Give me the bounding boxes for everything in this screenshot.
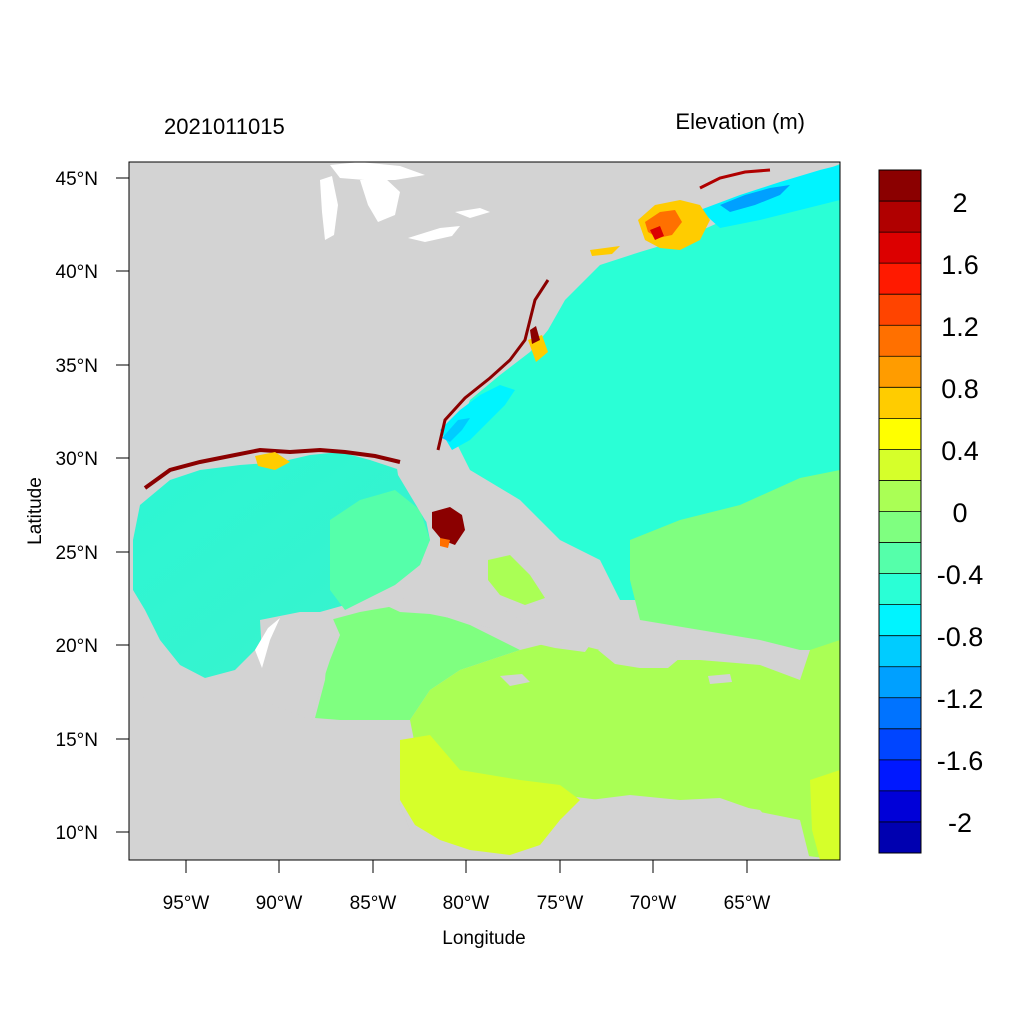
colorbar-label: 1.2 [941,312,979,342]
caribbean-southeast [810,770,840,860]
variable-label: Elevation (m) [675,109,805,134]
lake-ontario [455,208,490,218]
colorbar-label: 0.8 [941,374,979,404]
colorbar: 2 1.6 1.2 0.8 0.4 0 -0.4 -0.8 -1.2 -1.6 … [878,169,984,854]
x-tick-label: 95°W [163,893,210,914]
colorbar-label: -0.8 [937,622,984,652]
y-tick-label: 30°N [56,449,98,470]
gulf-of-maine-surge-low-deep [720,185,790,212]
colorbar-swatch [879,728,921,761]
x-tick-label: 65°W [724,893,771,914]
y-tick-label: 10°N [56,823,98,844]
shelf-current-southeast [440,385,515,450]
y-axis: 45°N 40°N 35°N 30°N 25°N 20°N 15°N 10°N [56,169,129,844]
x-tick-label: 80°W [443,893,490,914]
colorbar-swatch [879,232,921,264]
y-tick-label: 25°N [56,543,98,564]
colorbar-swatch [879,201,921,233]
lake-huron [360,178,400,222]
y-tick-label: 40°N [56,262,98,283]
colorbar-swatch [879,418,921,450]
colorbar-label: 0.4 [941,436,979,466]
colorbar-labels: 2 1.6 1.2 0.8 0.4 0 -0.4 -0.8 -1.2 -1.6 … [937,188,984,838]
caribbean-sea [315,605,520,720]
caribbean-southwest [400,735,580,855]
lake-superior [330,162,425,180]
atlantic-ocean-east [560,300,840,500]
jamaica [500,674,530,686]
hispaniola [598,645,680,668]
east-coast-surge-fringe [436,279,550,451]
florida-keys-surge [440,538,450,548]
yucatan-peninsula [260,612,340,720]
colorbar-swatch [879,449,921,481]
colorbar-label: -2 [948,808,972,838]
colorbar-swatch [879,821,921,854]
x-tick-label: 85°W [350,893,397,914]
south-florida-surge-max [432,507,465,545]
x-axis: 95°W 90°W 85°W 80°W 75°W 70°W 65°W [163,860,771,914]
shelf-current-northeast [442,418,470,442]
colorbar-swatch [879,480,921,512]
louisiana-coast-surge [255,452,290,470]
colorbar-label: 1.6 [941,250,979,280]
y-tick-label: 35°N [56,356,98,377]
y-tick-label: 45°N [56,169,98,190]
south-america [540,795,810,860]
y-tick-label: 15°N [56,730,98,751]
colorbar-swatch [879,294,921,326]
puerto-rico [708,674,732,684]
colorbar-label: 0 [952,498,967,528]
colorbar-swatch [879,790,921,823]
x-tick-label: 75°W [537,893,584,914]
colorbar-label: -0.4 [937,560,984,590]
central-america [129,690,470,860]
lake-michigan [320,176,338,240]
x-tick-label: 90°W [256,893,303,914]
colorbar-swatch [879,573,921,606]
colorbar-label: 2 [952,188,967,218]
x-axis-title: Longitude [442,928,525,949]
northeast-coast-surge-fringe [699,168,771,190]
eastern-gulf-current [330,490,430,610]
colorbar-swatch [879,325,921,357]
carolina-sounds-surge [530,326,540,344]
colorbar-swatch [879,635,921,668]
colorbar-swatch [879,604,921,637]
date-label: 2021011015 [164,114,285,139]
gulf-coast-surge-fringe [143,447,401,490]
yucatan-shelf [255,618,280,668]
colorbar-swatch [879,170,921,202]
colorbar-swatch [879,542,921,575]
colorbar-swatch [879,263,921,295]
x-tick-label: 70°W [630,893,677,914]
atlantic-ocean-south [630,470,840,650]
bahamas-shelf [488,555,545,605]
colorbar-swatch [879,511,921,544]
cape-cod-surge-max [650,226,664,240]
map-frame [128,161,841,861]
long-island-sound [590,246,620,256]
y-tick-label: 20°N [56,636,98,657]
y-axis-title: Latitude [25,477,46,545]
map-panel [129,162,840,860]
colorbar-label: -1.2 [937,684,984,714]
lake-erie [408,226,460,242]
colorbar-swatch [879,666,921,699]
colorbar-label: -1.6 [937,746,984,776]
colorbar-swatch [879,759,921,792]
colorbar-swatch [879,356,921,388]
colorbar-frame [878,169,922,854]
colorbar-swatches [879,170,921,854]
colorbar-swatch [879,387,921,419]
colorbar-swatch [879,697,921,730]
cuba [385,592,590,652]
